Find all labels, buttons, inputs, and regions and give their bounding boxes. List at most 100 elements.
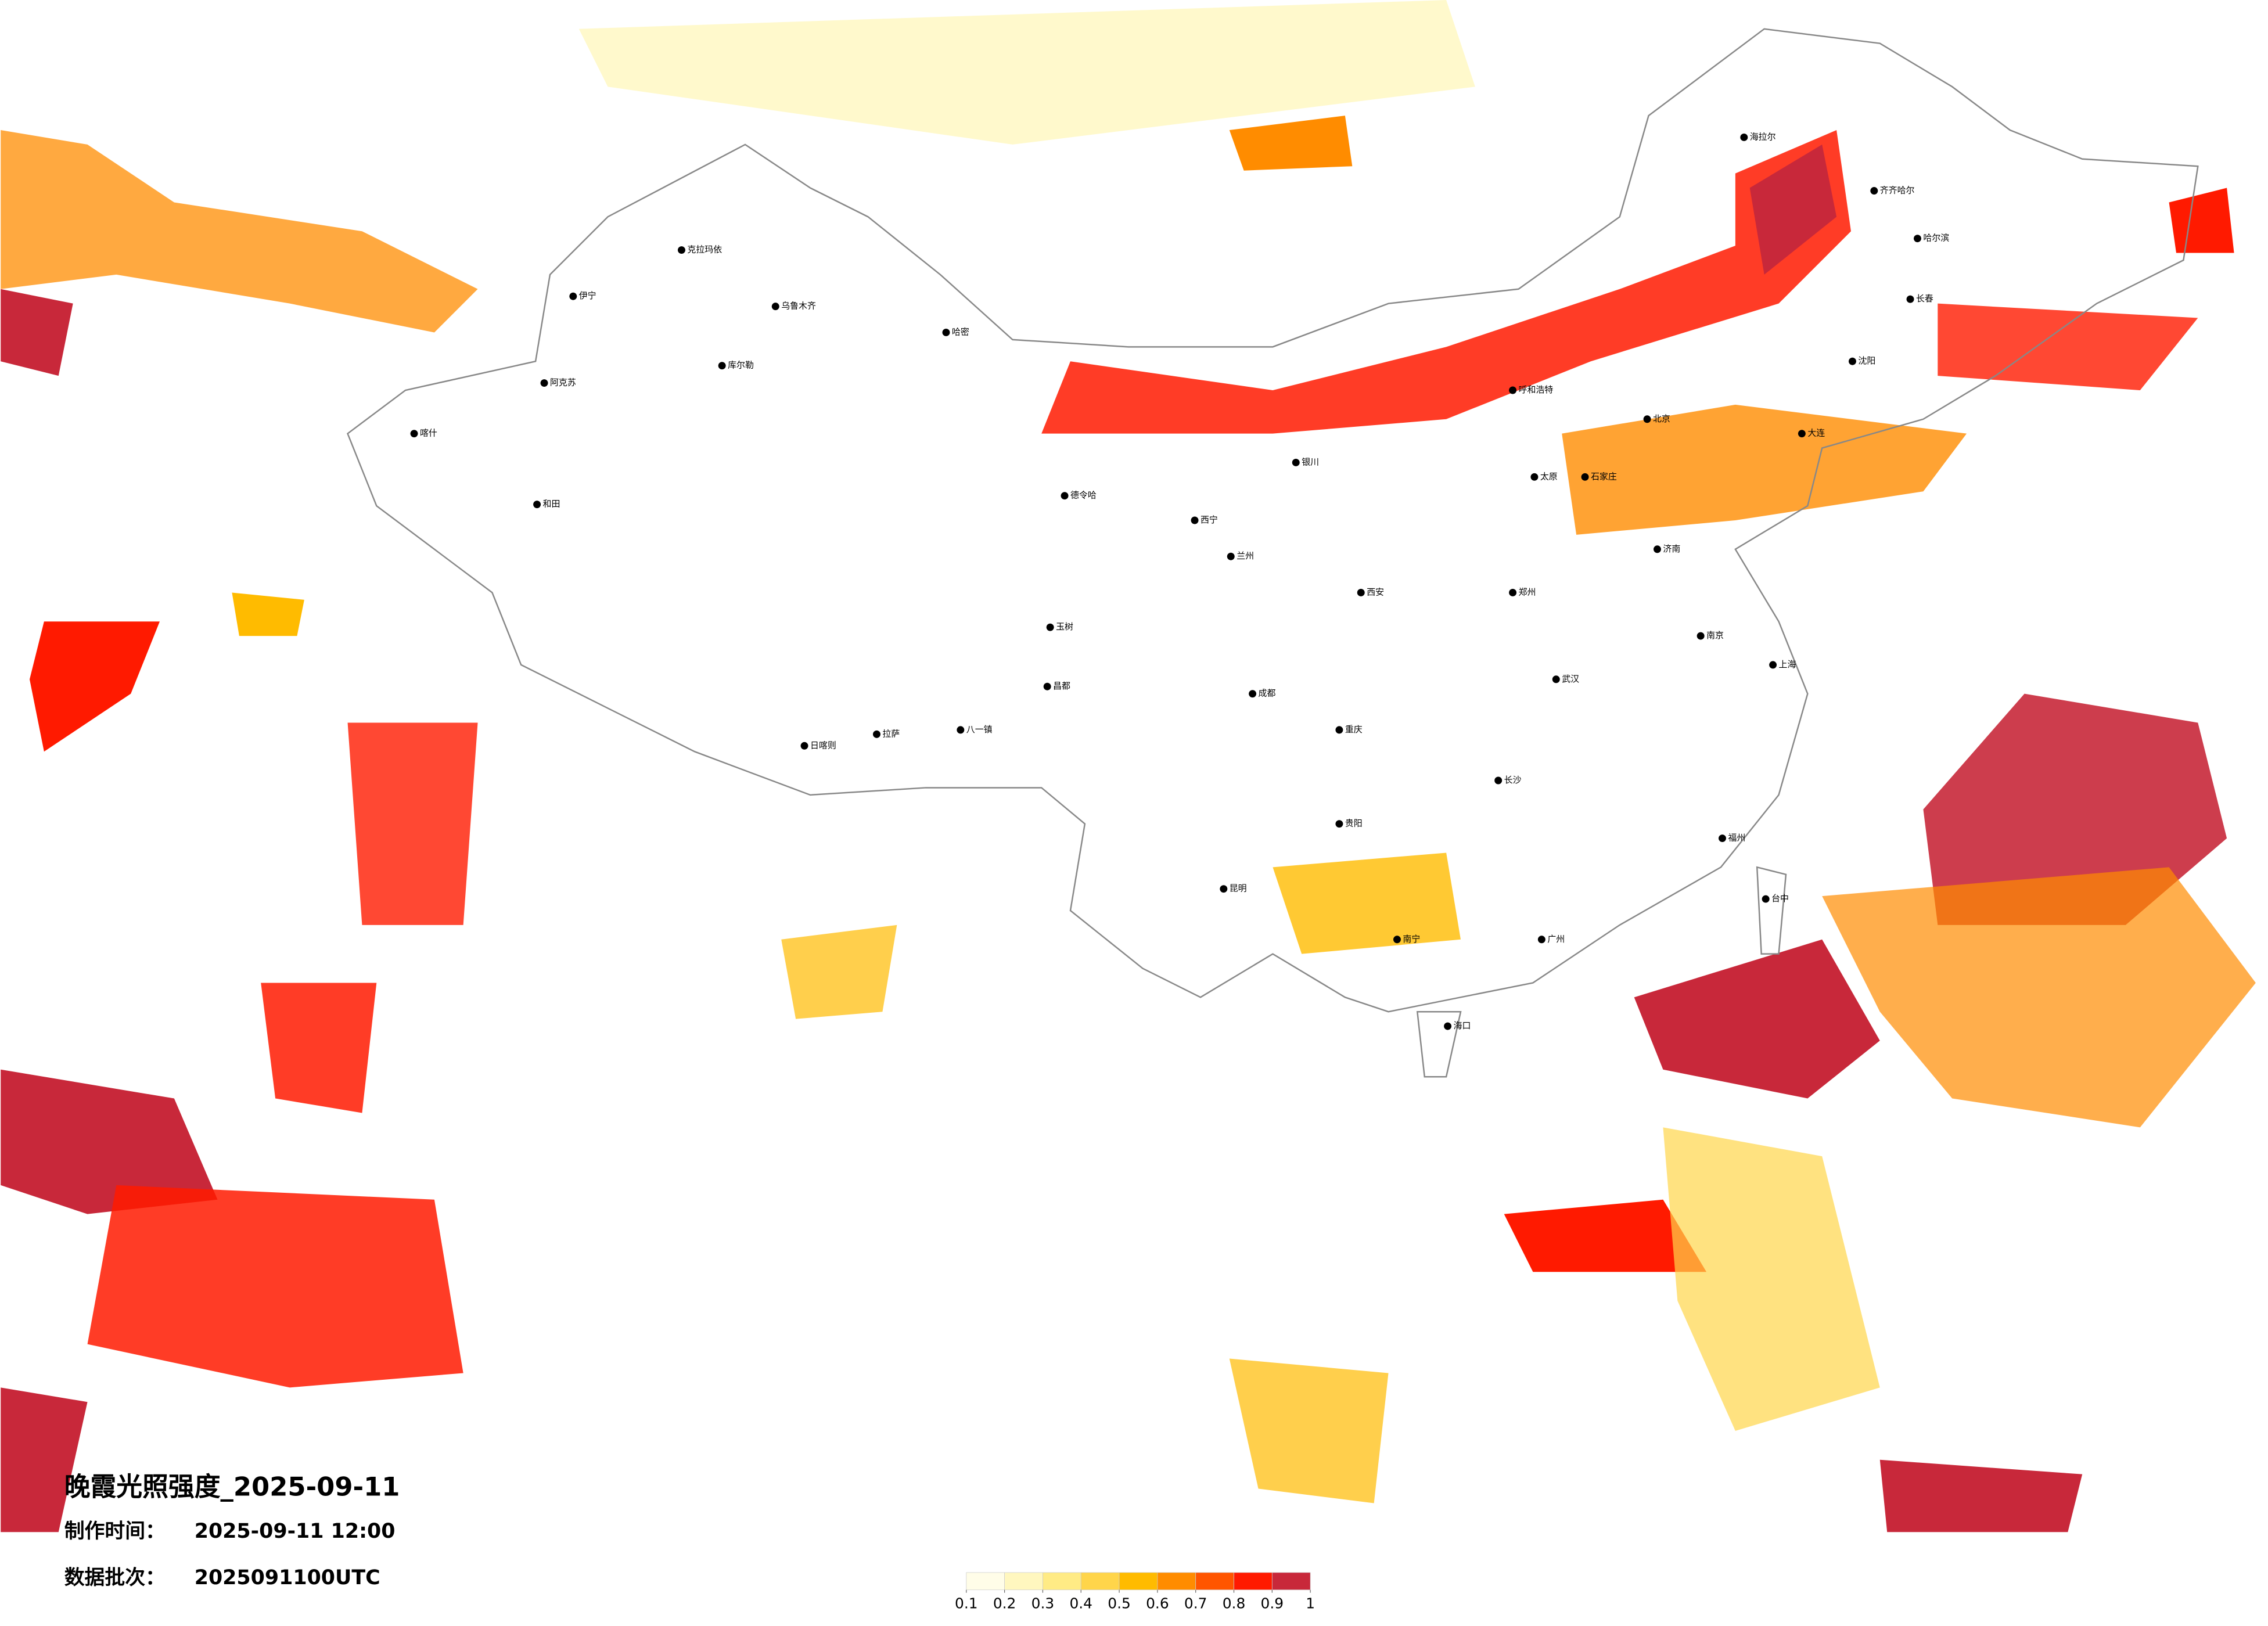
city-dot <box>1220 885 1228 893</box>
city-dot <box>771 303 779 311</box>
city-label: 郑州 <box>1519 587 1536 597</box>
data-batch-label: 数据批次： <box>64 1566 166 1589</box>
legend-tick-label: 0.8 <box>1223 1595 1246 1612</box>
city-label: 玉树 <box>1056 621 1073 632</box>
city-dot <box>1870 187 1878 195</box>
city-label: 大连 <box>1807 428 1825 438</box>
legend-swatch <box>1043 1572 1081 1591</box>
city-dot <box>1335 820 1343 828</box>
city-label: 上海 <box>1779 659 1796 670</box>
city-label: 伊宁 <box>579 290 596 301</box>
city-label: 成都 <box>1259 688 1276 699</box>
city-label: 兰州 <box>1237 551 1254 561</box>
city-dot <box>1537 936 1545 944</box>
city-label: 昆明 <box>1230 883 1247 894</box>
legend-swatch <box>966 1572 1005 1591</box>
city-dot <box>1643 415 1651 423</box>
legend-tick-label: 0.3 <box>1031 1595 1055 1612</box>
cities: 伊宁 克拉玛依 乌鲁木齐 库尔勒 阿克苏 和田 喀什 哈密 拉萨 日喀则 八一镇… <box>410 131 1949 1031</box>
city-label: 德令哈 <box>1070 490 1097 501</box>
legend-swatch <box>1234 1572 1273 1591</box>
city-dot <box>1227 552 1235 560</box>
city-label: 喀什 <box>420 428 437 438</box>
city-dot <box>957 726 965 734</box>
legend-swatch <box>1157 1572 1196 1591</box>
city-dot <box>1719 834 1726 843</box>
legend-tick-label: 0.4 <box>1069 1595 1092 1612</box>
city-label: 昌都 <box>1053 681 1070 691</box>
china-outline <box>347 28 2199 1013</box>
city-dot <box>873 730 880 738</box>
city-label: 哈密 <box>952 326 969 337</box>
city-label: 齐齐哈尔 <box>1880 185 1915 196</box>
city-label: 拉萨 <box>882 728 900 739</box>
city-dot <box>1762 895 1770 903</box>
city-label: 北京 <box>1653 413 1670 424</box>
city-dot <box>1357 588 1365 596</box>
city-label: 和田 <box>543 499 560 509</box>
city-dot <box>1393 936 1401 944</box>
legend-tick-label: 0.2 <box>993 1595 1016 1612</box>
city-label: 贵阳 <box>1345 818 1363 829</box>
city-dot <box>1191 516 1199 524</box>
legend-tick-label: 1 <box>1306 1595 1315 1612</box>
city-label: 沈阳 <box>1858 355 1875 366</box>
city-dot <box>1061 492 1069 500</box>
legend-tick-label: 0.7 <box>1184 1595 1207 1612</box>
production-time: 2025-09-11 12:00 <box>195 1520 396 1543</box>
city-label: 济南 <box>1663 544 1680 554</box>
city-label: 广州 <box>1547 934 1565 944</box>
legend-tick-label: 0.6 <box>1146 1595 1169 1612</box>
city-dot <box>1654 545 1661 553</box>
city-label: 哈尔滨 <box>1923 233 1949 243</box>
city-label: 库尔勒 <box>728 360 754 370</box>
city-dot <box>800 742 808 750</box>
city-dot <box>718 362 726 370</box>
city-dot <box>678 246 685 254</box>
city-label: 银川 <box>1302 456 1319 467</box>
city-dot <box>1335 726 1343 734</box>
city-label: 南宁 <box>1403 934 1420 944</box>
city-label: 长沙 <box>1504 775 1522 785</box>
city-label: 南京 <box>1706 630 1724 641</box>
city-label: 八一镇 <box>966 724 993 735</box>
city-dot <box>569 292 577 300</box>
city-dot <box>1043 682 1051 690</box>
city-dot <box>1046 623 1054 631</box>
city-dot <box>1740 133 1748 141</box>
city-dot <box>1249 690 1257 698</box>
city-dot <box>1798 430 1806 438</box>
city-label: 克拉玛依 <box>687 244 722 255</box>
city-label: 太原 <box>1540 471 1558 481</box>
colorbar: 0.1 0.2 0.3 0.4 0.5 0.6 0.7 0.8 0.9 1 <box>955 1572 1315 1612</box>
production-time-label: 制作时间： <box>64 1520 166 1543</box>
data-batch: 2025091100UTC <box>195 1566 380 1589</box>
city-label: 武汉 <box>1562 674 1579 684</box>
legend-tick-label: 0.1 <box>955 1595 978 1612</box>
city-label: 乌鲁木齐 <box>781 301 816 311</box>
city-label: 长春 <box>1916 293 1933 304</box>
legend-swatch <box>1080 1572 1120 1591</box>
legend-swatch <box>1195 1572 1234 1591</box>
legend-swatch <box>1004 1572 1043 1591</box>
city-dot <box>1530 473 1539 481</box>
city-dot <box>1509 386 1517 394</box>
legend-swatch <box>1271 1572 1311 1591</box>
legend-tick-label: 0.9 <box>1261 1595 1284 1612</box>
legend-swatch <box>1119 1572 1158 1591</box>
city-dot <box>410 430 418 438</box>
city-dot <box>1914 235 1921 243</box>
city-label: 西安 <box>1367 587 1384 597</box>
city-label: 石家庄 <box>1591 471 1617 481</box>
city-dot <box>1552 675 1560 684</box>
city-label: 重庆 <box>1345 724 1363 735</box>
map-title: 晚霞光照强度_2025-09-11 <box>64 1472 400 1502</box>
city-label: 日喀则 <box>810 740 836 750</box>
city-dot <box>1509 588 1517 596</box>
city-label: 呼和浩特 <box>1519 384 1554 395</box>
legend-tick-label: 0.5 <box>1108 1595 1131 1612</box>
city-dot <box>1906 295 1914 303</box>
city-dot <box>533 501 541 509</box>
